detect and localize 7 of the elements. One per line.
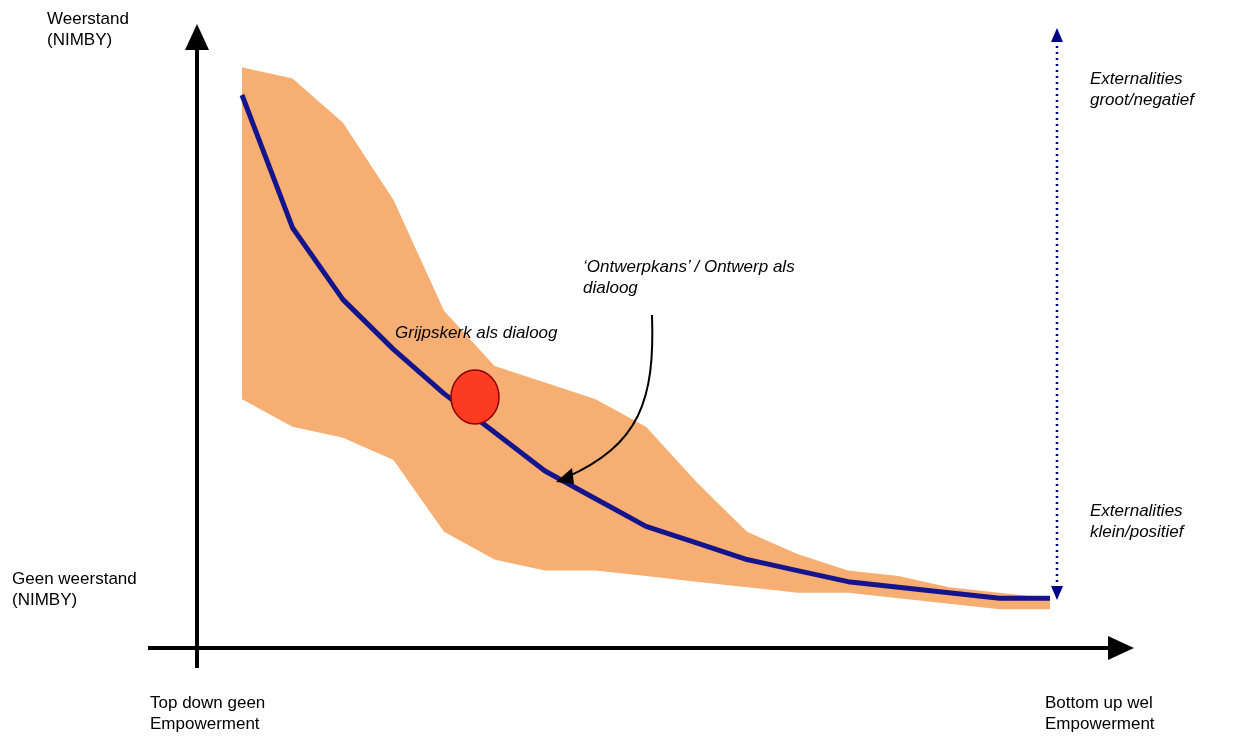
annotation: ‘Ontwerpkans’ / Ontwerp als dialoog xyxy=(583,256,796,298)
text: Externalities klein/positief xyxy=(1090,500,1186,542)
text: Geen weerstand (NIMBY) xyxy=(12,568,138,610)
text: Top down geen Empowerment xyxy=(150,692,267,734)
text: Weerstand (NIMBY) xyxy=(47,8,130,50)
text: Bottom up wel Empowerment xyxy=(1045,692,1156,734)
text: Externalities groot/negatief xyxy=(1090,68,1197,110)
